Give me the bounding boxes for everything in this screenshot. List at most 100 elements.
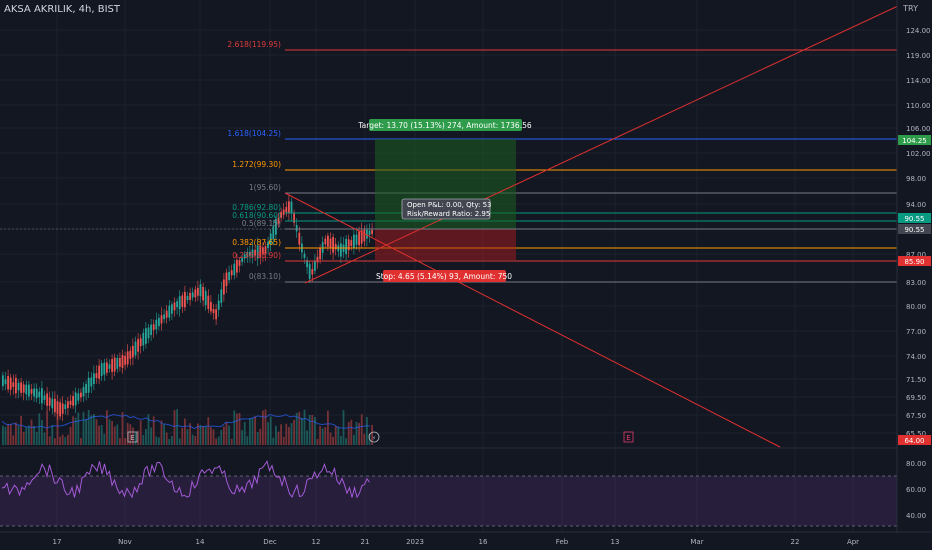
candle-body xyxy=(246,251,249,258)
volume-bar xyxy=(22,431,25,445)
time-axis-tick: Mar xyxy=(690,538,703,546)
volume-bar xyxy=(230,438,233,445)
candle-body xyxy=(321,242,324,253)
ratio-label: Risk/Reward Ratio: 2.95 xyxy=(407,210,490,218)
volume-bar xyxy=(285,423,288,445)
candle-body xyxy=(277,217,280,224)
candle-body xyxy=(332,236,334,253)
candle-body xyxy=(160,315,163,324)
time-axis-tick: 16 xyxy=(479,538,488,546)
volume-bar xyxy=(246,436,249,445)
volume-bar xyxy=(288,426,290,445)
candle-body xyxy=(353,234,355,248)
candle-body xyxy=(22,384,25,393)
volume-bar xyxy=(163,424,165,445)
volume-bar xyxy=(355,422,358,445)
candle-body xyxy=(347,239,350,251)
candle-body xyxy=(48,397,51,406)
volume-bar xyxy=(152,416,155,445)
earnings-marker-past[interactable] xyxy=(127,431,138,443)
candle-body xyxy=(171,304,173,314)
candle-body xyxy=(360,230,363,244)
price-tag: 90.55 xyxy=(904,226,924,234)
volume-bar xyxy=(327,410,329,445)
flash-icon[interactable] xyxy=(368,431,380,443)
candle-body xyxy=(43,395,46,400)
trend-line-upper[interactable] xyxy=(284,192,781,448)
volume-bar xyxy=(210,427,212,445)
stop-zone[interactable] xyxy=(375,229,516,260)
target-label: Target: 13.70 (15.13%) 274, Amount: 1736… xyxy=(357,121,532,130)
volume-bar xyxy=(371,424,373,445)
candle-body xyxy=(158,317,160,327)
time-axis-tick: Feb xyxy=(556,538,569,546)
fib-level-label: 0.382(87.65) xyxy=(232,238,281,247)
trend-line-lower[interactable] xyxy=(304,4,901,284)
earnings-marker-future[interactable] xyxy=(623,431,634,443)
volume-bar xyxy=(12,435,15,445)
candle-body xyxy=(17,382,20,391)
price-axis-tick: 74.00 xyxy=(906,353,926,361)
candle-body xyxy=(350,240,353,247)
volume-bar xyxy=(134,432,137,445)
candle-body xyxy=(275,218,277,235)
volume-bar xyxy=(43,432,46,445)
volume-bar xyxy=(165,432,168,445)
price-axis-tick: 83.00 xyxy=(906,279,926,287)
earnings-marker-future-label: E xyxy=(626,434,630,442)
candle-body xyxy=(155,319,158,330)
candle-body xyxy=(238,260,241,266)
volume-bar xyxy=(61,434,64,445)
volume-bar xyxy=(33,425,35,445)
volume-bar xyxy=(243,422,246,445)
volume-bar xyxy=(35,431,38,445)
candle-body xyxy=(82,387,85,397)
rsi-axis-tick: 80.00 xyxy=(906,460,926,468)
volume-bar xyxy=(74,417,77,445)
candle-body xyxy=(147,327,150,339)
volume-bar xyxy=(191,434,194,445)
volume-bar xyxy=(337,426,340,445)
volume-bar xyxy=(67,434,69,445)
candle-body xyxy=(111,359,113,372)
candle-body xyxy=(41,388,43,404)
candle-body xyxy=(225,272,228,286)
candle-body xyxy=(119,357,121,367)
volume-bar xyxy=(95,419,98,445)
candle-body xyxy=(77,393,80,401)
candle-body xyxy=(173,302,176,311)
candle-body xyxy=(334,243,337,250)
candle-body xyxy=(113,357,116,372)
volume-bar xyxy=(48,436,51,445)
candle-body xyxy=(340,243,342,257)
time-axis[interactable] xyxy=(0,532,932,550)
volume-bar xyxy=(85,419,87,445)
volume-bar xyxy=(308,415,311,445)
volume-bar xyxy=(98,425,100,445)
volume-bar xyxy=(324,427,327,445)
volume-bars xyxy=(1,409,373,445)
price-axis-tick: 71.50 xyxy=(906,376,926,384)
volume-bar xyxy=(345,438,347,445)
candle-body xyxy=(186,295,189,301)
candle-body xyxy=(256,245,259,259)
candle-body xyxy=(368,230,371,235)
candle-body xyxy=(137,339,139,352)
candle-body xyxy=(243,254,246,259)
candle-body xyxy=(311,269,314,275)
volume-bar xyxy=(267,422,269,445)
symbol-title[interactable]: AKSA AKRILIK, 4h, BIST xyxy=(4,4,121,15)
candle-body xyxy=(95,373,98,378)
candle-body xyxy=(134,341,137,356)
candle-body xyxy=(223,279,225,295)
fib-level-label: 0.618(90.60) xyxy=(232,211,281,220)
price-tag: 90.55 xyxy=(904,215,924,223)
volume-bar xyxy=(7,424,9,445)
volume-bar xyxy=(241,430,243,445)
volume-bar xyxy=(103,433,106,445)
price-tag-bg xyxy=(898,135,931,145)
candle-body xyxy=(28,384,30,397)
volume-bar xyxy=(197,423,199,445)
candle-body xyxy=(25,384,28,395)
